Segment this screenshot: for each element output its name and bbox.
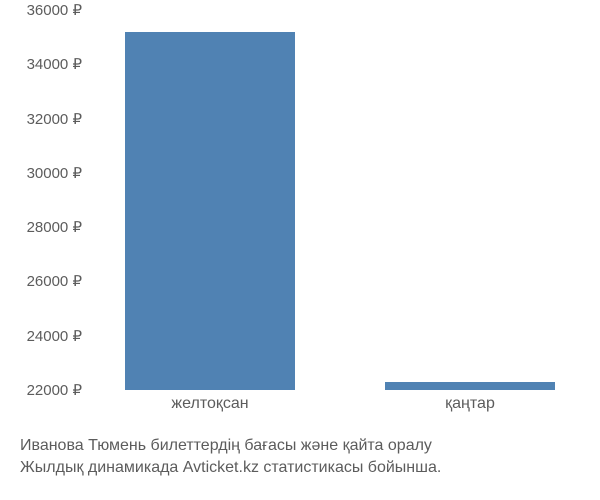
x-label: қаңтар [445,395,495,413]
x-axis-labels: желтоқсан қаңтар [90,395,590,425]
y-tick: 34000 ₽ [27,55,82,73]
y-axis: 22000 ₽24000 ₽26000 ₽28000 ₽30000 ₽32000… [0,10,90,390]
bar [125,32,295,390]
chart-caption: Иванова Тюмень билеттердің бағасы және қ… [20,435,580,478]
caption-line-1: Иванова Тюмень билеттердің бағасы және қ… [20,435,580,457]
y-tick: 30000 ₽ [27,164,82,182]
x-label: желтоқсан [171,395,248,413]
plot-area [90,10,590,390]
y-tick: 32000 ₽ [27,110,82,128]
y-tick: 28000 ₽ [27,218,82,236]
y-tick: 24000 ₽ [27,327,82,345]
bar [385,382,555,390]
price-bar-chart: 22000 ₽24000 ₽26000 ₽28000 ₽30000 ₽32000… [0,10,600,390]
y-tick: 36000 ₽ [27,1,82,19]
y-tick: 26000 ₽ [27,272,82,290]
caption-line-2: Жылдық динамикада Avticket.kz статистика… [20,457,580,479]
y-tick: 22000 ₽ [27,381,82,399]
